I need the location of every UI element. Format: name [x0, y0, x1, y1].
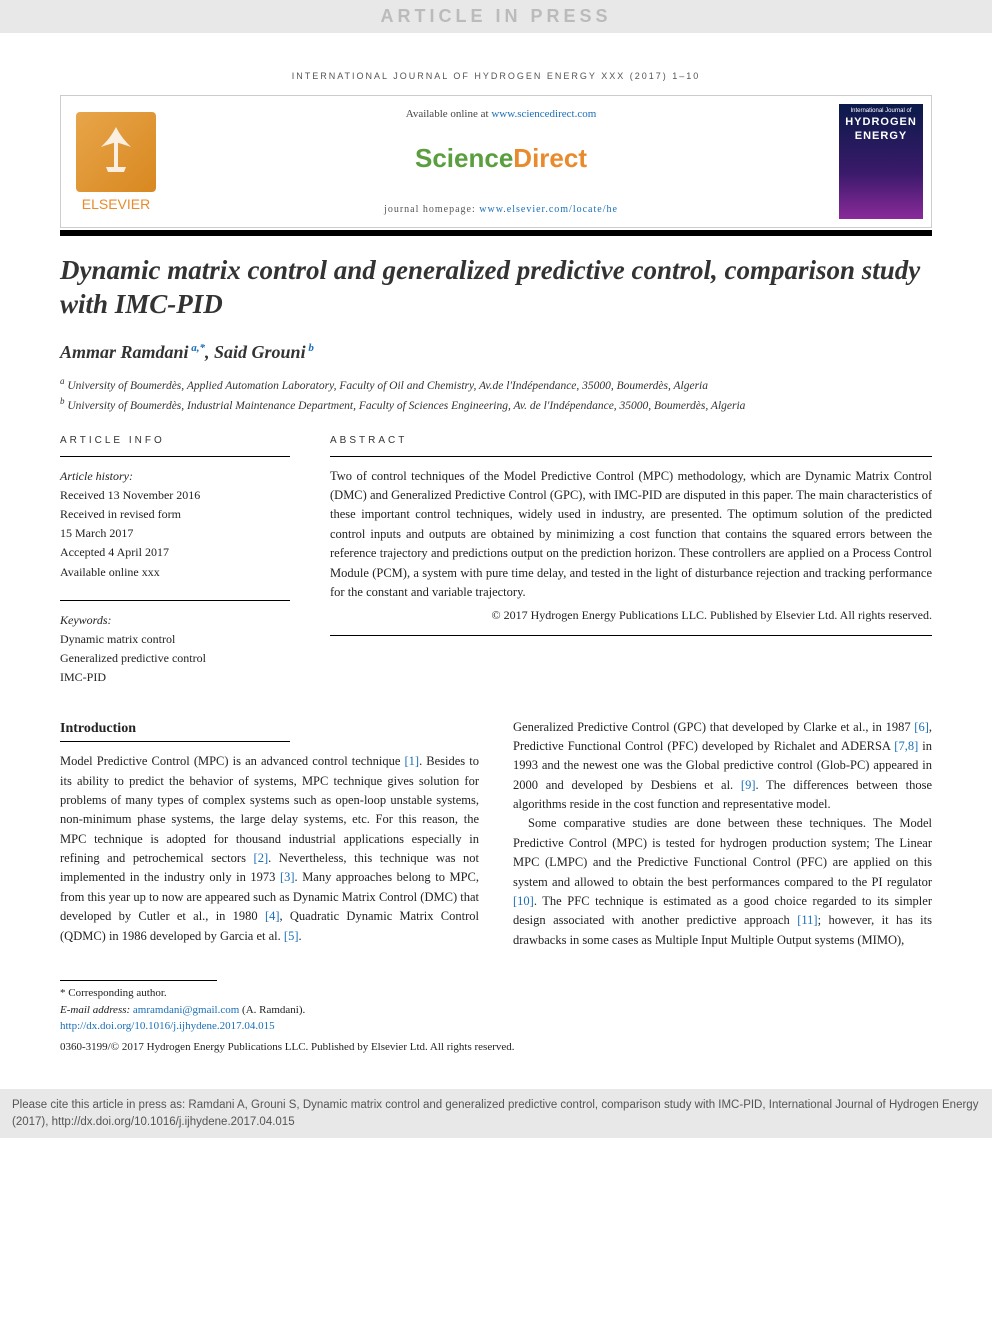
abstract-head: ABSTRACT [330, 435, 932, 446]
intro-paragraph-1: Model Predictive Control (MPC) is an adv… [60, 752, 479, 946]
article-info-block: ARTICLE INFO Article history: Received 1… [60, 435, 290, 688]
sd-science: Science [415, 143, 513, 173]
running-head: INTERNATIONAL JOURNAL OF HYDROGEN ENERGY… [60, 63, 932, 95]
ref-11[interactable]: [11] [797, 913, 817, 927]
article-title: Dynamic matrix control and generalized p… [60, 254, 932, 322]
column-left: Introduction Model Predictive Control (M… [60, 718, 479, 951]
cover-title-2: ENERGY [855, 130, 907, 142]
author-2-name: Said Grouni [214, 342, 306, 362]
sd-direct: Direct [513, 143, 587, 173]
page-container: INTERNATIONAL JOURNAL OF HYDROGEN ENERGY… [0, 33, 992, 1075]
abstract-text: Two of control techniques of the Model P… [330, 467, 932, 603]
citation-box: Please cite this article in press as: Ra… [0, 1089, 992, 1138]
abstract-copyright: © 2017 Hydrogen Energy Publications LLC.… [330, 608, 932, 623]
author-1-name: Ammar Ramdani [60, 342, 189, 362]
history-revised-1: Received in revised form [60, 505, 290, 524]
title-rule [60, 230, 932, 236]
p3a: Some comparative studies are done betwee… [513, 816, 932, 888]
article-in-press-banner: ARTICLE IN PRESS [0, 0, 992, 33]
ref-5[interactable]: [5] [284, 929, 299, 943]
history-head: Article history: [60, 469, 133, 483]
affil-b-text: University of Boumerdès, Industrial Main… [65, 399, 746, 411]
ref-6[interactable]: [6] [914, 720, 929, 734]
available-online-line: Available online at www.sciencedirect.co… [406, 108, 597, 120]
intro-paragraph-2: Generalized Predictive Control (GPC) tha… [513, 718, 932, 815]
p1a: Model Predictive Control (MPC) is an adv… [60, 754, 404, 768]
homepage-prefix: journal homepage: [384, 204, 479, 215]
history-received: Received 13 November 2016 [60, 486, 290, 505]
elsevier-logo-block: ELSEVIER [61, 96, 171, 227]
p2a: Generalized Predictive Control (GPC) tha… [513, 720, 914, 734]
journal-header: ELSEVIER Available online at www.science… [60, 95, 932, 228]
keyword-3: IMC-PID [60, 668, 290, 687]
column-right: Generalized Predictive Control (GPC) tha… [513, 718, 932, 951]
abstract-rule [330, 456, 932, 457]
sciencedirect-logo: ScienceDirect [415, 143, 587, 174]
ref-1[interactable]: [1] [404, 754, 419, 768]
email-suffix: (A. Ramdani). [239, 1004, 305, 1016]
info-rule [60, 456, 290, 457]
ref-7-8[interactable]: [7,8] [894, 739, 918, 753]
author-2-sup: b [306, 342, 314, 354]
elsevier-wordmark: ELSEVIER [82, 196, 150, 212]
affiliation-b: b University of Boumerdès, Industrial Ma… [60, 395, 932, 415]
affil-a-text: University of Boumerdès, Applied Automat… [65, 379, 709, 391]
ref-10[interactable]: [10] [513, 894, 534, 908]
journal-cover-thumb: International Journal of HYDROGEN ENERGY [831, 96, 931, 227]
ref-2[interactable]: [2] [254, 851, 269, 865]
cover-image: International Journal of HYDROGEN ENERGY [839, 104, 923, 219]
doi-link[interactable]: http://dx.doi.org/10.1016/j.ijhydene.201… [60, 1020, 275, 1032]
history-accepted: Accepted 4 April 2017 [60, 543, 290, 562]
p1f: . [298, 929, 301, 943]
author-2-sup-text: b [308, 342, 314, 354]
abstract-bottom-rule [330, 635, 932, 636]
footnotes: * Corresponding author. E-mail address: … [60, 980, 932, 1055]
history-online: Available online xxx [60, 563, 290, 582]
introduction-head: Introduction [60, 718, 479, 740]
keywords-head: Keywords: [60, 611, 290, 630]
cover-title-1: HYDROGEN [845, 116, 917, 128]
keyword-1: Dynamic matrix control [60, 630, 290, 649]
sciencedirect-url[interactable]: www.sciencedirect.com [491, 108, 596, 120]
info-abstract-row: ARTICLE INFO Article history: Received 1… [60, 435, 932, 688]
cover-subtitle: International Journal of [850, 108, 911, 114]
article-info-head: ARTICLE INFO [60, 435, 290, 446]
issn-line: 0360-3199/© 2017 Hydrogen Energy Publica… [60, 1039, 932, 1056]
email-line: E-mail address: amramdani@gmail.com (A. … [60, 1002, 932, 1019]
available-prefix: Available online at [406, 108, 492, 120]
author-list: Ammar Ramdani a,*, Said Grouni b [60, 342, 932, 363]
ref-3[interactable]: [3] [280, 870, 295, 884]
kw-rule [60, 600, 290, 601]
introduction-rule [60, 741, 290, 742]
affiliation-a: a University of Boumerdès, Applied Autom… [60, 375, 932, 395]
ref-4[interactable]: [4] [265, 909, 280, 923]
ref-9[interactable]: [9] [741, 778, 756, 792]
author-sep: , [205, 342, 214, 362]
intro-paragraph-3: Some comparative studies are done betwee… [513, 814, 932, 950]
corresponding-author: * Corresponding author. [60, 985, 932, 1002]
header-center: Available online at www.sciencedirect.co… [171, 96, 831, 227]
elsevier-tree-icon [76, 112, 156, 192]
history-revised-2: 15 March 2017 [60, 524, 290, 543]
abstract-block: ABSTRACT Two of control techniques of th… [330, 435, 932, 688]
footnote-rule [60, 980, 217, 981]
keywords-block: Keywords: Dynamic matrix control General… [60, 611, 290, 688]
affiliations: a University of Boumerdès, Applied Autom… [60, 375, 932, 415]
journal-homepage-line: journal homepage: www.elsevier.com/locat… [384, 204, 618, 215]
article-history: Article history: Received 13 November 20… [60, 467, 290, 582]
keyword-2: Generalized predictive control [60, 649, 290, 668]
body-columns: Introduction Model Predictive Control (M… [60, 718, 932, 951]
email-label: E-mail address: [60, 1004, 133, 1016]
journal-homepage-url[interactable]: www.elsevier.com/locate/he [479, 204, 618, 215]
p1b: . Besides to its ability to predict the … [60, 754, 479, 865]
author-email[interactable]: amramdani@gmail.com [133, 1004, 239, 1016]
author-1-sup-text: a,* [191, 342, 205, 354]
author-1-sup: a,* [189, 342, 206, 354]
